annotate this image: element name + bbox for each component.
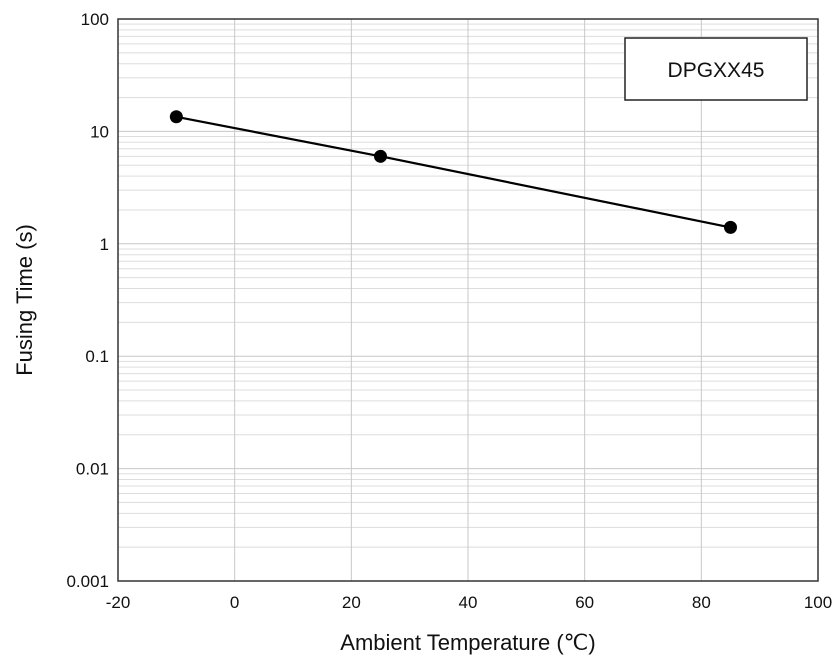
y-tick-label: 1 [100,235,109,254]
plot-frame [117,18,819,582]
x-tick-label: 80 [692,593,711,612]
x-tick-label: -20 [106,593,131,612]
y-tick-label: 0.01 [76,460,109,479]
data-point [169,110,183,124]
legend-box [624,37,808,101]
y-tick-label: 0.001 [66,572,109,591]
x-tick-label: 0 [230,593,239,612]
x-axis-title: Ambient Temperature (℃) [340,630,595,655]
x-tick-label: 100 [804,593,832,612]
tick-label-layer: -20 0 20 40 60 80 100 0.001 0.01 0.1 1 10 100 [66,10,832,612]
legend-series-label: DPGXX45 [668,59,765,82]
y-tick-label: 0.1 [85,347,109,366]
y-axis-title: Fusing Time (s) [12,224,37,376]
legend: DPGXX45 [624,37,808,101]
series-layer [169,110,737,234]
x-tick-label: 60 [575,593,594,612]
data-point [724,220,737,234]
grid-layer [117,18,819,582]
y-tick-label: 10 [90,122,109,141]
x-tick-label: 40 [459,593,478,612]
data-point [374,149,387,163]
x-tick-label: 20 [342,593,361,612]
series-line [176,115,731,229]
y-tick-label: 100 [81,10,109,29]
